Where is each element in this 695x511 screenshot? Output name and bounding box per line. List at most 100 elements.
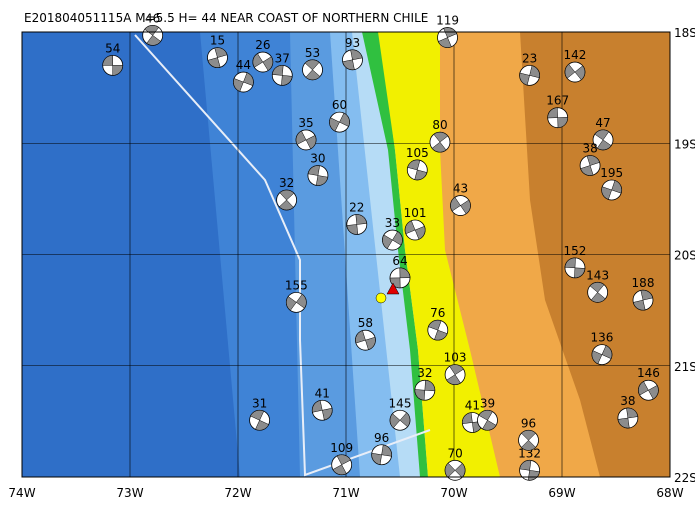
event-label: 109 — [330, 441, 353, 455]
beachball-compression — [601, 180, 622, 200]
event-label: 145 — [389, 396, 412, 410]
event-label: 96 — [374, 431, 389, 445]
beachball — [444, 459, 466, 481]
event-label: 152 — [564, 244, 587, 258]
beachball — [632, 289, 654, 311]
x-tick-label: 71W — [332, 486, 359, 500]
event-label: 93 — [345, 36, 360, 50]
beachball — [307, 165, 329, 186]
beachball-compression — [207, 47, 228, 68]
beachball — [249, 409, 271, 431]
beachball-compression — [589, 282, 606, 303]
beachball — [638, 379, 659, 401]
beachball — [102, 54, 124, 76]
beachball — [477, 409, 498, 431]
event-label: 43 — [453, 182, 468, 196]
event-label: 195 — [600, 166, 623, 180]
beachball-compression — [594, 129, 612, 151]
beachball-compression — [478, 410, 497, 431]
beachball-compression — [446, 364, 464, 385]
beachball — [450, 195, 471, 216]
beachball-compression — [414, 379, 436, 401]
event-label: 23 — [522, 51, 537, 65]
beachball — [285, 291, 307, 313]
beachball — [404, 219, 426, 241]
beachball-compression — [286, 293, 307, 311]
x-tick-label: 69W — [548, 486, 575, 500]
beachball — [587, 281, 609, 303]
event-label: 41 — [315, 386, 330, 400]
beachball-compression — [346, 214, 367, 235]
event-label: 15 — [210, 34, 225, 48]
event-label: 101 — [404, 206, 427, 220]
beachball — [342, 49, 363, 71]
beachball — [232, 71, 254, 93]
beachball — [414, 379, 436, 401]
event-label: 26 — [255, 38, 270, 52]
event-label: 64 — [392, 254, 407, 268]
y-tick-label: 20S — [674, 249, 695, 263]
event-label: 37 — [275, 51, 290, 65]
event-label: 32 — [279, 176, 294, 190]
beachball — [389, 267, 411, 289]
beachball — [271, 64, 293, 86]
beachball-compression — [102, 55, 123, 76]
epicenter-marker — [386, 282, 400, 295]
event-label: 103 — [444, 351, 467, 365]
beachball-compression — [404, 220, 426, 240]
event-label: 47 — [595, 116, 610, 130]
event-label: 53 — [305, 46, 320, 60]
event-label: 30 — [310, 152, 325, 166]
event-label: 38 — [620, 394, 635, 408]
beachball — [311, 399, 333, 421]
location-marker — [375, 292, 387, 304]
beachball — [601, 179, 623, 201]
beachball — [382, 229, 403, 251]
y-tick-label: 21S — [674, 360, 695, 374]
event-label: 41 — [465, 398, 480, 412]
beachball-compression — [233, 72, 254, 92]
beachball — [302, 59, 323, 81]
beachball-compression — [547, 107, 568, 128]
beachball — [331, 454, 353, 476]
event-label: 76 — [430, 306, 445, 320]
beachball-compression — [437, 27, 458, 48]
event-label: 33 — [385, 216, 400, 230]
beachball — [295, 129, 317, 151]
beachball-compression — [389, 412, 411, 429]
beachball-compression — [355, 330, 376, 351]
event-label: 22 — [349, 200, 364, 214]
beachball — [547, 107, 569, 129]
event-label: 136 — [591, 331, 614, 345]
beachball-compression — [431, 132, 449, 153]
beachball-compression — [580, 155, 600, 176]
event-label: 38 — [582, 142, 597, 156]
beachball — [564, 61, 586, 83]
x-tick-label: 74W — [8, 486, 35, 500]
beachball — [329, 111, 350, 133]
beachball-compression — [332, 454, 351, 476]
beachball-compression — [519, 65, 540, 86]
map-title: E201804051115A M=5.5 H= 44 NEAR COAST OF… — [24, 11, 428, 25]
beachball — [346, 214, 368, 235]
frame — [21, 31, 671, 478]
beachball — [519, 64, 540, 86]
event-label: 60 — [332, 98, 347, 112]
event-label: 35 — [298, 116, 313, 130]
event-label: 31 — [252, 396, 267, 410]
event-label: 54 — [105, 41, 120, 55]
event-label: 188 — [632, 276, 655, 290]
beachball — [444, 364, 466, 386]
event-label: 155 — [285, 278, 308, 292]
beachball-compression — [564, 257, 586, 279]
beachball-compression — [312, 400, 333, 421]
beachball — [591, 344, 613, 366]
event-label: 146 — [637, 366, 660, 380]
beachball-compression — [632, 289, 654, 311]
event-label: 96 — [521, 416, 536, 430]
beachball-compression — [252, 53, 274, 71]
beachball — [252, 51, 274, 73]
event-label: 46 — [145, 11, 160, 25]
beachball-compression — [617, 407, 639, 429]
